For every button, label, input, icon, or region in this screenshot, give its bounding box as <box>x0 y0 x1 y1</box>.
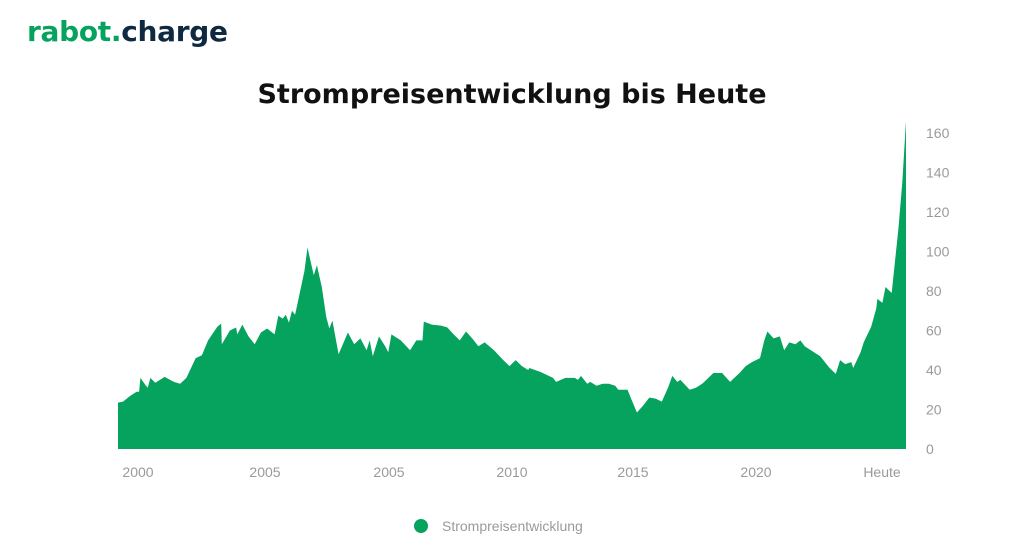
y-tick-label: 100 <box>926 244 950 260</box>
y-tick-label: 80 <box>926 283 942 299</box>
chart-legend: Strompreisentwicklung <box>414 518 583 534</box>
y-tick-label: 120 <box>926 204 950 220</box>
x-tick-label: Heute <box>863 464 901 480</box>
x-tick-label: 2020 <box>740 464 771 480</box>
y-tick-label: 160 <box>926 125 950 141</box>
logo-part-charge: charge <box>121 15 228 48</box>
y-tick-label: 0 <box>926 441 934 457</box>
y-tick-label: 60 <box>926 323 942 339</box>
y-tick-label: 140 <box>926 165 950 181</box>
series-area-0 <box>118 121 906 449</box>
rabot-charge-logo: rabot.charge <box>27 15 228 48</box>
y-tick-label: 20 <box>926 402 942 418</box>
logo-part-rabot: rabot. <box>27 15 122 48</box>
x-tick-label: 2005 <box>249 464 280 480</box>
x-tick-label: 2005 <box>373 464 404 480</box>
legend-label: Strompreisentwicklung <box>442 518 583 534</box>
x-tick-label: 2015 <box>617 464 648 480</box>
x-tick-label: 2010 <box>496 464 527 480</box>
legend-dot-icon <box>414 519 428 533</box>
y-tick-label: 40 <box>926 362 942 378</box>
chart-title: Strompreisentwicklung bis Heute <box>257 79 767 110</box>
x-tick-label: 2000 <box>122 464 153 480</box>
